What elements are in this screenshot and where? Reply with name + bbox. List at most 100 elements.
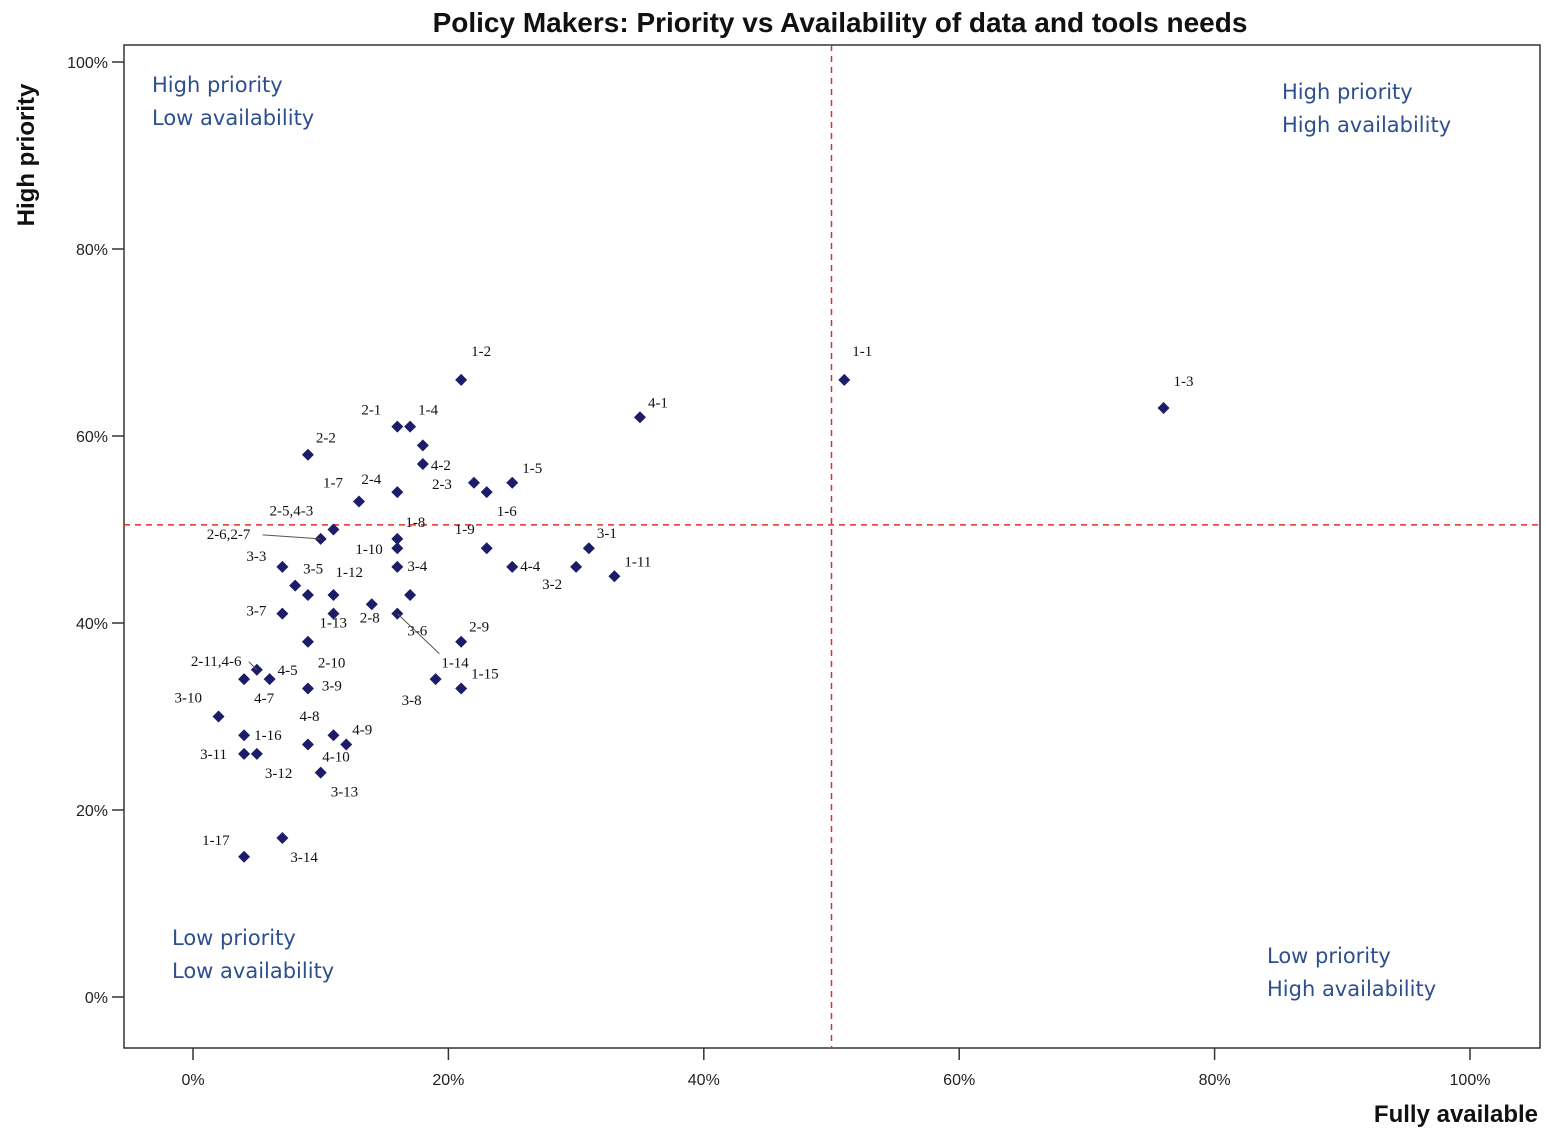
data-point (365, 598, 378, 611)
data-points: 1-2 1-1 1-3 4-1 2-1 1-4 2-2 4-2 2-3 1-5 2-4 1-7 1-6 2… (175, 344, 1194, 866)
point-label: 2-1 (361, 403, 381, 419)
point-label: 3-5 (303, 562, 323, 578)
data-point (506, 476, 519, 489)
point-label: 4-4 (520, 559, 540, 575)
label-leader-line (248, 661, 258, 671)
point-label: 3-1 (597, 526, 617, 542)
point-label: 1-17 (202, 833, 230, 849)
quadrant-label-top-left: Low availability (152, 106, 314, 130)
point-label: 1-4 (418, 403, 438, 419)
data-point (327, 729, 340, 742)
data-point (416, 439, 429, 452)
data-point (340, 738, 353, 751)
x-tick-label: 40% (688, 1072, 720, 1089)
label-leader-line (396, 613, 440, 655)
data-point (314, 766, 327, 779)
data-point (327, 607, 340, 620)
y-tick-label: 40% (76, 616, 108, 633)
data-point (289, 579, 302, 592)
quadrant-label-bottom-right: Low priority (1267, 944, 1391, 968)
data-point (391, 486, 404, 499)
point-label: 2-10 (318, 656, 346, 672)
data-point (506, 560, 519, 573)
point-label: 3-10 (175, 691, 203, 707)
point-label: 1-7 (323, 475, 343, 491)
quadrant-labels: High priority Low availability High priori… (152, 73, 1451, 1001)
point-label: 3-7 (246, 604, 266, 620)
data-point (391, 560, 404, 573)
point-label: 1-2 (471, 344, 491, 360)
data-point (238, 747, 251, 760)
point-label: 4-5 (278, 663, 298, 679)
data-point (327, 588, 340, 601)
point-label: 2-3 (432, 477, 452, 493)
data-point (301, 682, 314, 695)
y-tick-label: 60% (76, 429, 108, 446)
data-point (353, 495, 366, 508)
point-label: 4-8 (299, 709, 319, 725)
point-label: 1-12 (335, 565, 363, 581)
y-axis-label: High priority (13, 83, 40, 226)
point-label: 1-13 (319, 616, 347, 632)
data-point (327, 523, 340, 536)
data-point (467, 476, 480, 489)
data-point (1157, 401, 1170, 414)
point-label: 3-12 (265, 766, 293, 782)
point-label: 2-11,4-6 (191, 654, 242, 670)
data-point (301, 588, 314, 601)
point-label: 1-15 (471, 666, 499, 682)
point-label: 3-3 (246, 549, 266, 565)
data-point (480, 486, 493, 499)
data-point (238, 673, 251, 686)
quadrant-label-bottom-right: High availability (1267, 977, 1436, 1001)
data-point (276, 560, 289, 573)
data-point (238, 850, 251, 863)
point-label: 4-2 (431, 458, 451, 474)
point-label: 3-2 (542, 577, 562, 593)
point-label: 4-9 (352, 723, 372, 739)
y-axis: 0% 20% 40% 60% 80% 100% (67, 55, 124, 1007)
point-label: 2-6,2-7 (207, 527, 251, 543)
data-point (570, 560, 583, 573)
data-point (276, 832, 289, 845)
data-point (404, 420, 417, 433)
data-point (301, 635, 314, 648)
point-label: 1-16 (254, 728, 282, 744)
y-tick-label: 20% (76, 803, 108, 820)
point-label: 3-8 (402, 693, 422, 709)
point-label: 1-14 (441, 656, 469, 672)
point-label: 2-5,4-3 (269, 504, 313, 520)
point-label: 1-1 (852, 344, 872, 360)
data-point (301, 448, 314, 461)
y-tick-label: 100% (67, 55, 108, 72)
x-tick-label: 20% (432, 1072, 464, 1089)
data-point (416, 458, 429, 471)
data-point (391, 420, 404, 433)
point-label: 2-9 (469, 620, 489, 636)
data-point (480, 542, 493, 555)
point-label: 3-11 (200, 747, 227, 763)
data-point (250, 747, 263, 760)
y-tick-label: 0% (85, 990, 108, 1007)
quadrant-label-bottom-left: Low priority (172, 926, 296, 950)
x-axis-label: Fully available (1374, 1101, 1538, 1128)
data-point (238, 729, 251, 742)
point-label: 1-10 (355, 542, 383, 558)
quadrant-label-bottom-left: Low availability (172, 959, 334, 983)
data-point (633, 411, 646, 424)
x-axis: 0% 20% 40% 60% 80% 100% (181, 1048, 1490, 1089)
y-tick-label: 80% (76, 242, 108, 259)
data-point (838, 373, 851, 386)
point-label: 3-13 (331, 785, 359, 801)
point-label: 3-14 (290, 850, 318, 866)
point-label: 2-4 (361, 472, 381, 488)
x-tick-label: 100% (1450, 1072, 1491, 1089)
data-point (263, 673, 276, 686)
label-leader-line (262, 534, 321, 540)
point-label: 1-8 (405, 515, 425, 531)
data-point (608, 570, 621, 583)
point-label: 3-9 (322, 678, 342, 694)
point-label: 1-11 (624, 554, 651, 570)
point-label: 1-5 (522, 461, 542, 477)
